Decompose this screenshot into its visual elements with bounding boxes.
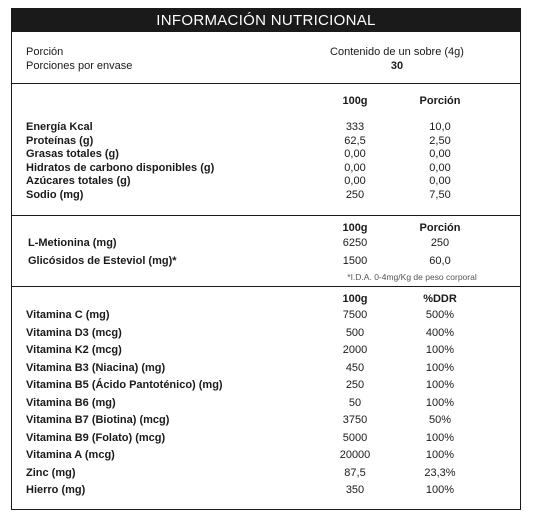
portion-label: Porción bbox=[26, 46, 64, 58]
row-value-portion: 100% bbox=[425, 344, 455, 356]
row-value-portion: 0,00 bbox=[429, 175, 451, 188]
row-label: Sodio (mg) bbox=[26, 189, 84, 201]
row-value-portion: 100% bbox=[425, 396, 455, 409]
col-header-100g: 100g bbox=[342, 293, 368, 305]
row-value-portion: 100% bbox=[425, 379, 455, 391]
row-value-100g: 7500 bbox=[342, 309, 368, 321]
row-label: L-Metionina (mg) bbox=[28, 237, 117, 249]
row-label: Zinc (mg) bbox=[26, 466, 76, 479]
nutrition-table: INFORMACIÓN NUTRICIONAL Porción Contenid… bbox=[11, 8, 521, 510]
row-label: Hidratos de carbono disponibles (g) bbox=[26, 161, 215, 174]
row-value-100g: 50 bbox=[348, 396, 362, 409]
row-value-100g: 250 bbox=[345, 379, 365, 391]
row-value-portion: 100% bbox=[425, 449, 455, 461]
row-label: Vitamina K2 (mcg) bbox=[26, 344, 122, 356]
row-value-100g: 62,5 bbox=[344, 134, 366, 147]
row-value-100g: 6250 bbox=[342, 237, 368, 249]
row-label: Azúcares totales (g) bbox=[26, 175, 131, 188]
divider bbox=[12, 286, 520, 287]
row-label: Vitamina B6 (mg) bbox=[26, 396, 116, 409]
row-value-100g: 250 bbox=[345, 189, 365, 201]
row-value-portion: 100% bbox=[425, 484, 455, 496]
row-value-100g: 0,00 bbox=[344, 161, 366, 174]
row-label: Vitamina D3 (mcg) bbox=[26, 326, 122, 339]
row-value-100g: 1500 bbox=[342, 255, 368, 267]
row-value-100g: 5000 bbox=[342, 431, 368, 444]
row-label: Vitamina B7 (Biotina) (mcg) bbox=[26, 414, 170, 426]
row-label: Proteínas (g) bbox=[26, 134, 94, 147]
row-value-100g: 333 bbox=[345, 121, 365, 133]
footnote: *I.D.A. 0-4mg/Kg de peso corporal bbox=[347, 272, 477, 282]
row-label: Vitamina A (mcg) bbox=[26, 449, 115, 461]
portion-value: Contenido de un sobre (4g) bbox=[330, 46, 464, 58]
row-value-100g: 500 bbox=[345, 326, 365, 339]
row-value-portion: 2,50 bbox=[429, 134, 451, 147]
row-value-portion: 400% bbox=[425, 326, 455, 339]
row-value-100g: 0,00 bbox=[344, 175, 366, 188]
col-header-ddr: %DDR bbox=[423, 293, 457, 305]
row-value-100g: 350 bbox=[345, 484, 365, 496]
row-label: Hierro (mg) bbox=[26, 484, 86, 496]
row-value-portion: 50% bbox=[428, 414, 452, 426]
divider bbox=[12, 215, 520, 216]
per-pack-value: 30 bbox=[390, 60, 404, 72]
col-header-100g: 100g bbox=[342, 95, 368, 107]
row-value-100g: 450 bbox=[345, 361, 365, 374]
row-value-100g: 20000 bbox=[339, 449, 371, 461]
row-value-portion: 10,0 bbox=[429, 121, 451, 133]
per-pack-label: Porciones por envase bbox=[26, 60, 133, 72]
row-value-100g: 3750 bbox=[342, 414, 368, 426]
row-value-portion: 0,00 bbox=[429, 148, 451, 161]
row-value-100g: 0,00 bbox=[344, 148, 366, 161]
row-value-portion: 100% bbox=[425, 361, 455, 374]
row-value-portion: 7,50 bbox=[429, 189, 451, 201]
col-header-100g: 100g bbox=[342, 222, 368, 234]
row-label: Vitamina B9 (Folato) (mcg) bbox=[26, 431, 166, 444]
row-label: Energía Kcal bbox=[26, 121, 93, 133]
row-label: Grasas totales (g) bbox=[26, 148, 119, 161]
row-value-portion: 23,3% bbox=[424, 466, 456, 479]
col-header-portion: Porción bbox=[419, 222, 461, 234]
row-value-portion: 100% bbox=[425, 431, 455, 444]
row-value-portion: 250 bbox=[430, 237, 450, 249]
table-title: INFORMACIÓN NUTRICIONAL bbox=[12, 9, 520, 32]
col-header-portion: Porción bbox=[419, 95, 461, 107]
row-value-portion: 60,0 bbox=[429, 255, 451, 267]
row-label: Glicósidos de Esteviol (mg)* bbox=[28, 255, 177, 267]
row-value-portion: 0,00 bbox=[429, 161, 451, 174]
row-label: Vitamina B5 (Ácido Pantoténico) (mg) bbox=[26, 379, 223, 391]
divider bbox=[12, 83, 520, 84]
row-label: Vitamina B3 (Niacina) (mg) bbox=[26, 361, 166, 374]
row-value-portion: 500% bbox=[425, 309, 455, 321]
row-value-100g: 2000 bbox=[342, 344, 368, 356]
row-label: Vitamina C (mg) bbox=[26, 309, 110, 321]
row-value-100g: 87,5 bbox=[344, 466, 366, 479]
